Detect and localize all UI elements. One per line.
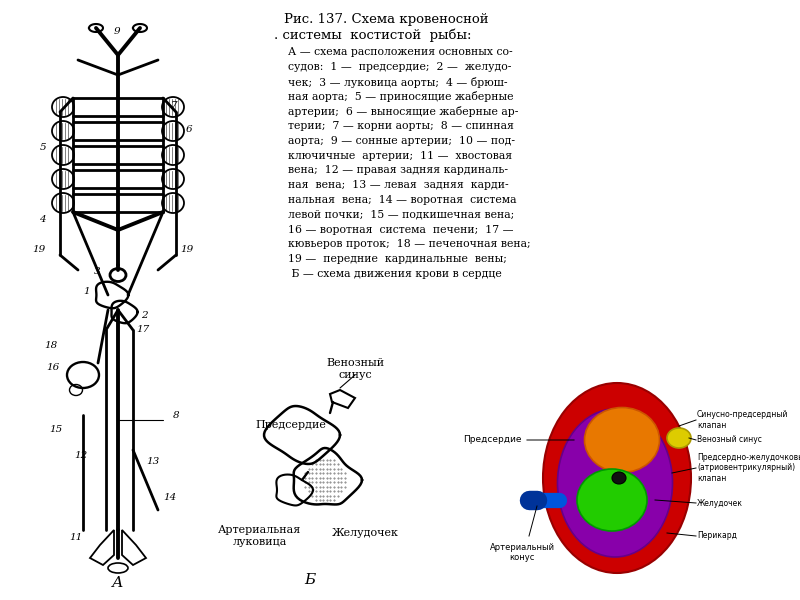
Text: артерии;  6 — выносящие жаберные ар-: артерии; 6 — выносящие жаберные ар- [288, 106, 518, 117]
Text: аорта;  9 — сонные артерии;  10 — под-: аорта; 9 — сонные артерии; 10 — под- [288, 136, 515, 146]
Text: левой почки;  15 — подкишечная вена;: левой почки; 15 — подкишечная вена; [288, 210, 514, 220]
Text: чек;  3 — луковица аорты;  4 — брюш-: чек; 3 — луковица аорты; 4 — брюш- [288, 77, 507, 88]
Text: 2: 2 [141, 311, 148, 319]
Text: 7: 7 [171, 100, 178, 109]
Text: . системы  костистой  рыбы:: . системы костистой рыбы: [274, 29, 472, 43]
Text: 15: 15 [50, 425, 63, 434]
Text: А: А [112, 576, 124, 590]
Text: А — схема расположения основных со-: А — схема расположения основных со- [288, 47, 513, 57]
Text: Б — схема движения крови в сердце: Б — схема движения крови в сердце [288, 269, 502, 279]
Text: ная  вена;  13 — левая  задняя  карди-: ная вена; 13 — левая задняя карди- [288, 180, 509, 190]
Text: 12: 12 [74, 451, 88, 460]
Text: Синусно-предсердный
клапан: Синусно-предсердный клапан [697, 410, 788, 430]
Text: 5: 5 [39, 143, 46, 152]
Text: Предсердие: Предсердие [463, 436, 522, 445]
Text: 14: 14 [163, 493, 176, 503]
Ellipse shape [558, 409, 673, 557]
Text: 1: 1 [83, 287, 90, 296]
Text: Предсердие: Предсердие [255, 420, 326, 430]
Text: 9: 9 [114, 28, 120, 37]
Text: Рис. 137. Схема кровеносной: Рис. 137. Схема кровеносной [284, 13, 488, 26]
Text: Венозный
синус: Венозный синус [326, 358, 384, 380]
Text: ная аорта;  5 — приносящие жаберные: ная аорта; 5 — приносящие жаберные [288, 91, 514, 103]
Text: судов:  1 —  предсердие;  2 —  желудо-: судов: 1 — предсердие; 2 — желудо- [288, 62, 511, 72]
Text: ключичные  артерии;  11 —  хвостовая: ключичные артерии; 11 — хвостовая [288, 151, 512, 161]
Text: кювьеров проток;  18 — печеночная вена;: кювьеров проток; 18 — печеночная вена; [288, 239, 530, 250]
Text: Предсердно-желудочковый
(атриовентрикулярный)
клапан: Предсердно-желудочковый (атриовентрикуля… [697, 453, 800, 483]
Text: Желудочек: Желудочек [331, 528, 398, 538]
Text: Венозный синус: Венозный синус [697, 436, 762, 445]
Ellipse shape [585, 407, 659, 473]
Text: 18: 18 [45, 340, 58, 349]
Text: 11: 11 [70, 533, 83, 542]
Text: 19: 19 [33, 245, 46, 254]
Text: 19: 19 [180, 245, 194, 254]
Text: Б: Б [304, 573, 316, 587]
Text: 6: 6 [186, 125, 193, 134]
Text: Артериальный
конус: Артериальный конус [490, 543, 554, 562]
Text: Желудочек: Желудочек [697, 499, 743, 508]
Text: 16 — воротная  система  печени;  17 —: 16 — воротная система печени; 17 — [288, 224, 514, 235]
Text: терии;  7 — корни аорты;  8 — спинная: терии; 7 — корни аорты; 8 — спинная [288, 121, 514, 131]
Text: Перикард: Перикард [697, 532, 737, 541]
Ellipse shape [612, 472, 626, 484]
Text: нальная  вена;  14 — воротная  система: нальная вена; 14 — воротная система [288, 195, 517, 205]
Ellipse shape [667, 428, 691, 448]
Text: 3: 3 [94, 268, 100, 277]
Text: Артериальная
луковица: Артериальная луковица [218, 525, 302, 547]
Text: вена;  12 — правая задняя кардиналь-: вена; 12 — правая задняя кардиналь- [288, 166, 508, 175]
Ellipse shape [577, 469, 647, 531]
Ellipse shape [543, 383, 691, 573]
Text: 19 —  передние  кардинальные  вены;: 19 — передние кардинальные вены; [288, 254, 507, 264]
Text: 13: 13 [146, 457, 159, 467]
Text: 16: 16 [46, 364, 60, 373]
Text: 4: 4 [39, 215, 46, 224]
Text: 17: 17 [136, 325, 150, 335]
Text: 8: 8 [173, 410, 180, 419]
